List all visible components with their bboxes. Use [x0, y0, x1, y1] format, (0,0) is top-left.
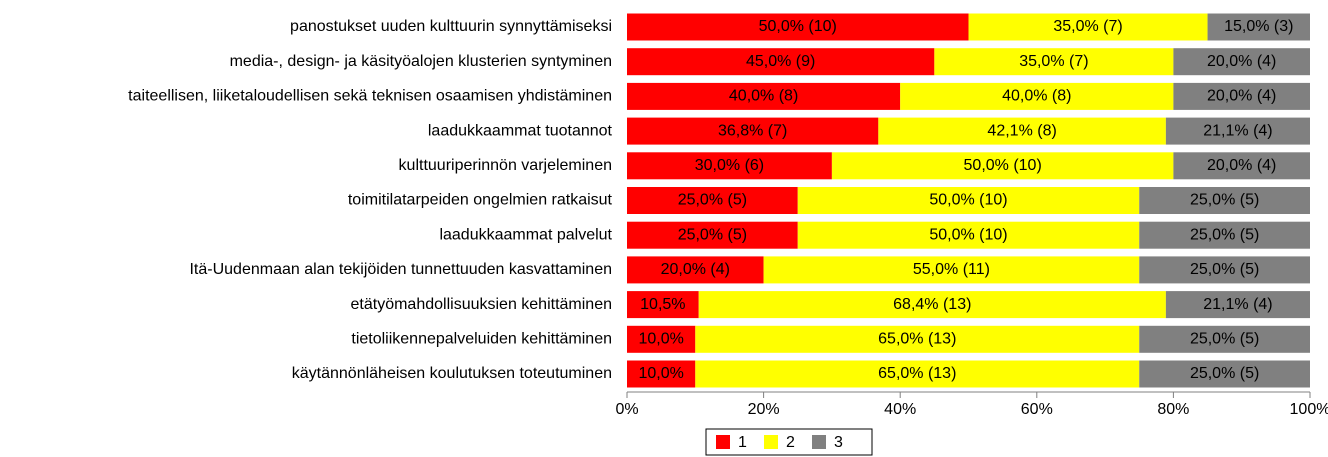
bar-segment: [627, 152, 832, 180]
value-label: 35,0% (7): [1053, 18, 1122, 35]
value-label: 50,0% (10): [759, 18, 837, 35]
value-label: 65,0% (13): [878, 331, 956, 348]
value-label: 45,0% (9): [746, 53, 815, 70]
value-label: 65,0% (13): [878, 365, 956, 382]
bar-segment: [1139, 187, 1310, 214]
value-label: 35,0% (7): [1019, 53, 1088, 70]
bar-segment: [797, 187, 1140, 214]
bar-segment: [1139, 221, 1310, 249]
y-tick-label: toimitilatarpeiden ongelmien ratkaisut: [348, 192, 613, 209]
value-label: 25,0% (5): [1190, 226, 1259, 243]
value-label: 21,1% (4): [1203, 122, 1272, 139]
value-label: 25,0% (5): [1190, 365, 1259, 382]
legend-label: 3: [834, 434, 843, 451]
bar-segment: [627, 360, 696, 388]
bar-segment: [627, 82, 901, 110]
legend-swatch: [812, 435, 826, 449]
legend-box: [705, 428, 873, 456]
value-label: 25,0% (5): [678, 192, 747, 209]
bar-segment: [934, 48, 1174, 76]
x-tick-label: 100%: [1290, 401, 1328, 418]
legend-swatch: [764, 435, 778, 449]
value-label: 20,0% (4): [661, 261, 730, 278]
value-label: 20,0% (4): [1207, 53, 1276, 70]
legend-label: 2: [786, 434, 795, 451]
bar-segment: [627, 13, 969, 41]
value-label: 50,0% (10): [929, 192, 1007, 209]
value-label: 10,0%: [638, 331, 683, 348]
y-tick-label: laadukkaammat palvelut: [439, 226, 612, 243]
bar-segment: [695, 360, 1140, 388]
bar-segment: [1165, 117, 1310, 145]
value-label: 50,0% (10): [929, 226, 1007, 243]
value-label: 25,0% (5): [1190, 261, 1259, 278]
bar-segment: [831, 152, 1174, 180]
y-tick-label: media-, design- ja käsityöalojen kluster…: [230, 53, 612, 70]
bar-segment: [698, 291, 1166, 319]
bar-segment: [1173, 48, 1310, 76]
bar-segment: [627, 291, 699, 319]
value-label: 40,0% (8): [729, 88, 798, 105]
bar-segment: [627, 187, 798, 214]
x-tick-label: 60%: [1021, 401, 1053, 418]
value-label: 25,0% (5): [678, 226, 747, 243]
bar-segment: [797, 221, 1140, 249]
bar-segment: [1139, 256, 1310, 284]
bar-segment: [900, 82, 1174, 110]
y-tick-label: laadukkaammat tuotannot: [428, 122, 613, 139]
bar-segment: [1173, 82, 1310, 110]
value-label: 10,5%: [640, 296, 685, 313]
bar-segment: [1173, 152, 1310, 180]
value-label: 25,0% (5): [1190, 192, 1259, 209]
bar-segment: [878, 117, 1166, 145]
value-label: 21,1% (4): [1203, 296, 1272, 313]
bar-segment: [1207, 13, 1310, 41]
value-label: 50,0% (10): [964, 157, 1042, 174]
y-tick-label: etätyömahdollisuuksien kehittäminen: [351, 296, 612, 313]
x-tick-label: 0%: [615, 401, 638, 418]
bar-segment: [627, 48, 935, 76]
value-label: 36,8% (7): [718, 122, 787, 139]
value-label: 40,0% (8): [1002, 88, 1071, 105]
value-label: 10,0%: [638, 365, 683, 382]
value-label: 30,0% (6): [695, 157, 764, 174]
y-tick-label: taiteellisen, liiketaloudellisen sekä te…: [128, 88, 612, 105]
y-tick-label: kulttuuriperinnön varjeleminen: [399, 157, 612, 174]
bar-segment: [627, 221, 798, 249]
bar-segment: [1139, 325, 1310, 353]
legend-label: 1: [738, 434, 747, 451]
bar-segment: [627, 256, 764, 284]
y-tick-label: tietoliikennepalveluiden kehittäminen: [351, 331, 612, 348]
value-label: 20,0% (4): [1207, 157, 1276, 174]
value-label: 42,1% (8): [987, 122, 1056, 139]
value-label: 55,0% (11): [913, 261, 990, 278]
value-label: 15,0% (3): [1224, 18, 1293, 35]
x-tick-label: 40%: [884, 401, 916, 418]
bar-segment: [968, 13, 1208, 41]
bar-segment: [695, 325, 1140, 353]
bar-segment: [627, 325, 696, 353]
bar-segment: [1165, 291, 1310, 319]
y-tick-label: panostukset uuden kulttuurin synnyttämis…: [290, 18, 612, 35]
x-tick-label: 20%: [748, 401, 780, 418]
value-label: 25,0% (5): [1190, 331, 1259, 348]
bar-segment: [627, 117, 879, 145]
value-label: 68,4% (13): [893, 296, 971, 313]
y-tick-label: Itä-Uudenmaan alan tekijöiden tunnettuud…: [189, 261, 612, 278]
bar-segment: [763, 256, 1140, 284]
y-tick-label: käytännönläheisen koulutuksen toteutumin…: [292, 365, 612, 382]
bar-segment: [1139, 360, 1310, 388]
value-label: 20,0% (4): [1207, 88, 1276, 105]
legend-swatch: [716, 435, 730, 449]
x-tick-label: 80%: [1157, 401, 1189, 418]
